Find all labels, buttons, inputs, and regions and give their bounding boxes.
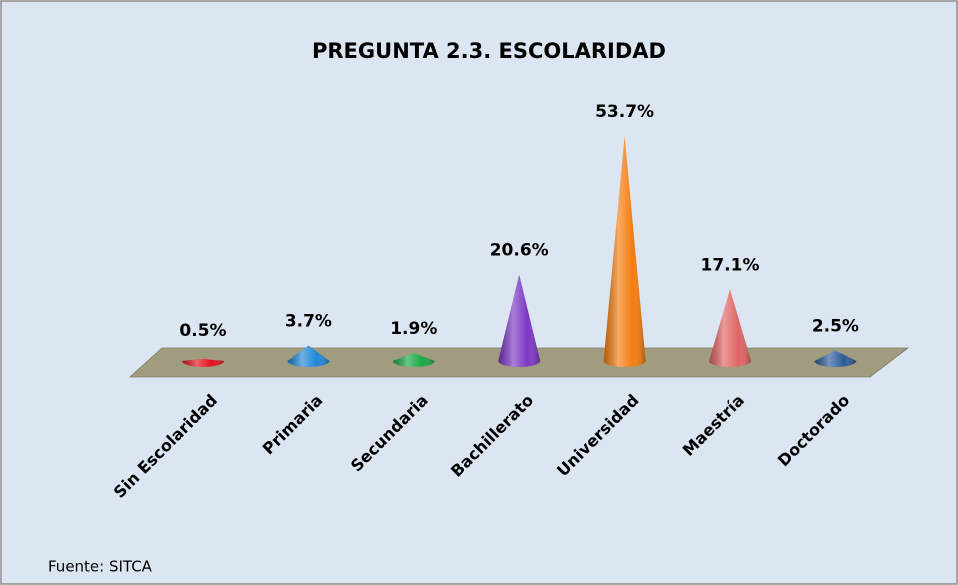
value-label: 3.7% bbox=[285, 311, 332, 331]
cone-shade bbox=[498, 274, 541, 367]
cone-shade bbox=[182, 358, 224, 367]
cone-shade bbox=[603, 135, 646, 367]
cone-shade bbox=[814, 350, 857, 367]
value-label: 53.7% bbox=[595, 102, 654, 122]
value-label: 0.5% bbox=[179, 321, 226, 341]
value-label: 20.6% bbox=[490, 241, 549, 261]
cone-shade bbox=[392, 353, 435, 367]
value-label: 2.5% bbox=[812, 317, 859, 337]
chart-title: PREGUNTA 2.3. ESCOLARIDAD bbox=[312, 39, 666, 63]
cone-shade bbox=[287, 345, 330, 367]
value-label: 1.9% bbox=[390, 319, 437, 339]
cone-shade bbox=[709, 289, 751, 367]
source-note: Fuente: SITCA bbox=[48, 558, 153, 576]
value-label: 17.1% bbox=[701, 255, 760, 275]
